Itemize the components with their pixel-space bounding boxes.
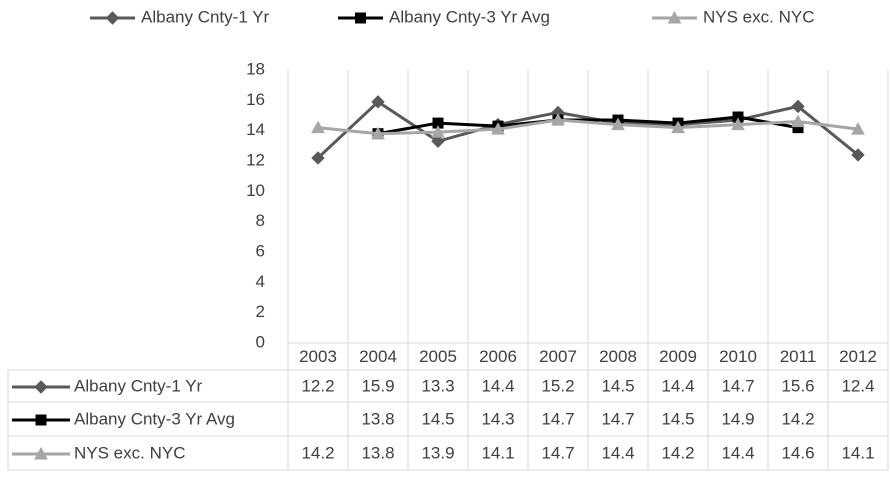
table-cell: 14.4 [721,443,754,462]
legend-key-marker [105,11,120,25]
y-tick-label: 4 [256,272,265,291]
table-cell: 13.8 [361,409,394,428]
x-tick-label: 2004 [359,347,397,366]
point [731,117,745,131]
table-cell: 14.9 [721,409,754,428]
table-row-label: Albany Cnty-3 Yr Avg [74,409,235,428]
table-cell: 14.3 [481,409,514,428]
legend-key-marker [355,12,366,24]
series-line [316,99,859,160]
table-cell: 14.2 [301,443,334,462]
point [431,125,445,138]
x-tick-label: 2003 [299,347,337,366]
x-tick-label: 2007 [539,347,577,366]
table-cell: 14.4 [601,443,634,462]
table-cell: 14.4 [481,376,514,395]
table-cell: 15.9 [361,376,394,395]
legend-label: NYS exc. NYC [703,7,814,26]
table-cell: 12.2 [301,376,334,395]
table-row-label: NYS exc. NYC [74,443,185,462]
point [431,134,445,148]
table-key-marker [34,380,48,394]
x-tick-label: 2006 [479,347,517,366]
table-cell: 12.4 [841,376,874,395]
x-tick-label: 2011 [780,347,817,366]
point [851,122,865,135]
table-cell: 14.1 [481,443,514,462]
point [671,120,685,134]
x-tick-label: 2009 [659,347,697,366]
point [851,148,865,162]
table-key-marker [35,414,47,426]
point [791,114,805,128]
table-cell: 15.6 [781,376,814,395]
table-cell: 14.1 [841,443,874,462]
y-tick-label: 0 [256,332,265,351]
x-tick-label: 2008 [599,347,637,366]
table-cell: 14.7 [541,443,574,462]
table-cell: 13.9 [421,443,454,462]
table-cell: 13.8 [361,443,394,462]
y-tick-label: 8 [256,211,265,230]
table-row-label: Albany Cnty-1 Yr [74,376,203,395]
x-tick-label: 2012 [839,347,877,366]
point [311,120,325,134]
y-tick-label: 18 [246,59,265,78]
table-cell: 13.3 [421,376,454,395]
series-line [377,115,799,136]
y-tick-label: 6 [256,241,265,260]
point [311,151,325,165]
table-cell: 14.4 [661,376,694,395]
legend-key-marker [667,10,682,24]
point [551,113,565,126]
point [491,122,505,135]
table-cell: 14.2 [781,409,814,428]
table-cell: 14.5 [661,409,694,428]
point [611,117,625,131]
x-tick-label: 2010 [719,347,757,366]
y-tick-label: 10 [246,181,265,200]
table-key-marker [34,446,48,460]
y-tick-label: 16 [246,90,265,109]
table-cell: 14.7 [541,409,574,428]
point [371,126,385,140]
table-cell: 14.5 [601,376,634,395]
x-tick-label: 2005 [419,347,457,366]
point [371,95,385,109]
point [791,99,805,114]
table-cell: 14.5 [421,409,454,428]
y-tick-label: 12 [246,150,265,169]
table-cell: 14.2 [661,443,694,462]
legend-label: Albany Cnty-3 Yr Avg [389,7,550,26]
legend-label: Albany Cnty-1 Yr [141,7,270,26]
table-cell: 14.7 [601,409,634,428]
y-tick-label: 14 [246,120,265,139]
table-cell: 14.6 [781,443,814,462]
table-cell: 15.2 [541,376,574,395]
table-cell: 14.7 [721,376,754,395]
y-tick-label: 2 [256,302,265,321]
series-line [317,118,859,136]
